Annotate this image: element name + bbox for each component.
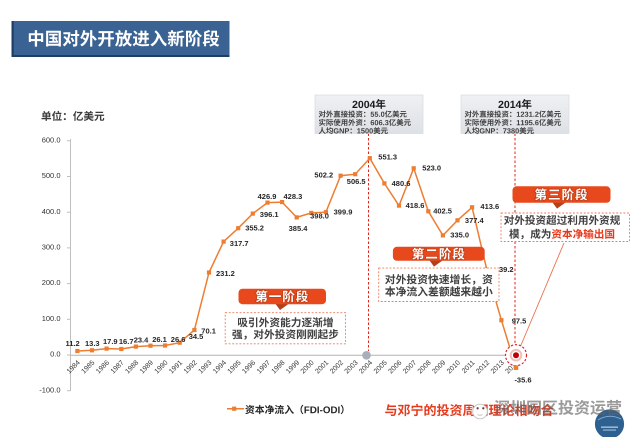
svg-text:26.6: 26.6 bbox=[171, 335, 186, 344]
svg-text:335.0: 335.0 bbox=[450, 231, 469, 240]
svg-text:13.3: 13.3 bbox=[85, 339, 100, 348]
svg-text:-100.0: -100.0 bbox=[39, 385, 60, 394]
svg-text:385.4: 385.4 bbox=[289, 224, 309, 233]
svg-text:500.0: 500.0 bbox=[42, 171, 61, 180]
svg-text:26.1: 26.1 bbox=[152, 335, 167, 344]
svg-text:-35.6: -35.6 bbox=[514, 376, 531, 385]
svg-text:400.0: 400.0 bbox=[42, 207, 61, 216]
svg-text:34.5: 34.5 bbox=[189, 332, 204, 341]
svg-text:600.0: 600.0 bbox=[42, 135, 61, 144]
svg-text:200.0: 200.0 bbox=[42, 278, 61, 287]
svg-text:523.0: 523.0 bbox=[422, 164, 441, 173]
svg-text:480.6: 480.6 bbox=[392, 179, 411, 188]
svg-text:17.9: 17.9 bbox=[103, 337, 118, 346]
svg-text:426.9: 426.9 bbox=[258, 192, 277, 201]
svg-text:355.2: 355.2 bbox=[245, 223, 264, 232]
svg-text:0.0: 0.0 bbox=[50, 350, 60, 359]
svg-text:231.2: 231.2 bbox=[216, 269, 235, 278]
svg-text:551.3: 551.3 bbox=[378, 153, 397, 162]
svg-text:97.5: 97.5 bbox=[512, 316, 527, 325]
svg-text:39.2: 39.2 bbox=[499, 265, 514, 274]
svg-text:418.6: 418.6 bbox=[406, 201, 425, 210]
svg-text:16.7: 16.7 bbox=[119, 337, 134, 346]
svg-text:317.7: 317.7 bbox=[230, 239, 249, 248]
svg-text:377.4: 377.4 bbox=[465, 216, 485, 225]
svg-text:11.2: 11.2 bbox=[66, 339, 80, 348]
svg-text:413.6: 413.6 bbox=[480, 202, 499, 211]
svg-text:399.9: 399.9 bbox=[334, 207, 353, 216]
svg-text:402.5: 402.5 bbox=[433, 207, 452, 216]
svg-text:100.0: 100.0 bbox=[42, 314, 61, 323]
svg-text:428.3: 428.3 bbox=[284, 192, 303, 201]
svg-text:70.1: 70.1 bbox=[201, 327, 216, 336]
svg-text:300.0: 300.0 bbox=[42, 243, 61, 252]
svg-text:502.2: 502.2 bbox=[314, 171, 333, 180]
svg-text:396.1: 396.1 bbox=[260, 210, 279, 219]
svg-text:398.0: 398.0 bbox=[310, 211, 329, 220]
svg-text:506.5: 506.5 bbox=[347, 177, 366, 186]
svg-text:23.4: 23.4 bbox=[134, 335, 149, 344]
